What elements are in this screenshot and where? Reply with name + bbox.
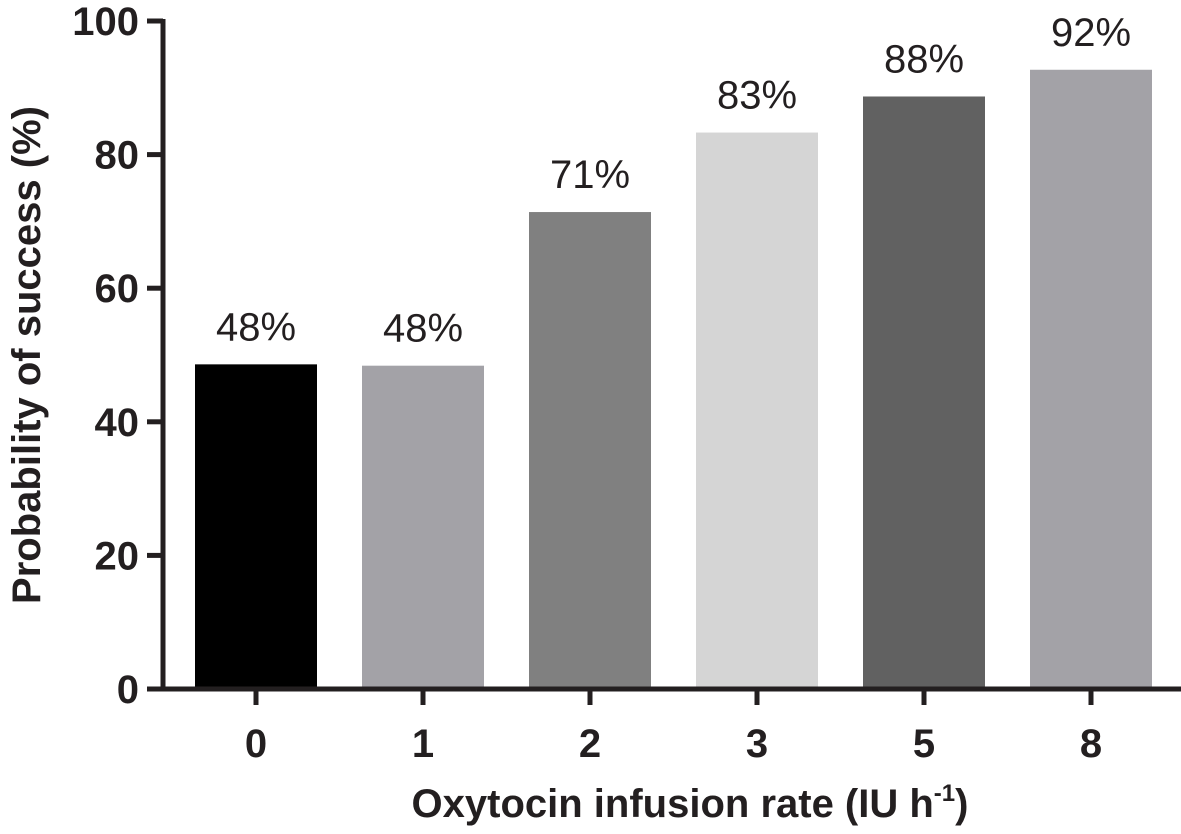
bar-3 bbox=[696, 132, 818, 689]
bar-1 bbox=[362, 365, 484, 689]
data-label-2: 71% bbox=[550, 153, 630, 197]
axes-group bbox=[160, 19, 1181, 692]
y-tick-label: 80 bbox=[95, 134, 140, 178]
y-tick-label: 60 bbox=[95, 267, 140, 311]
bars-group bbox=[195, 69, 1152, 690]
bar-0 bbox=[195, 364, 317, 689]
y-tick-label: 0 bbox=[117, 668, 139, 712]
bar-2 bbox=[529, 212, 651, 689]
data-label-0: 48% bbox=[216, 305, 296, 349]
x-ticks-group: 0 1 2 3 5 8 bbox=[245, 689, 1102, 766]
y-tick-label: 40 bbox=[95, 401, 140, 445]
bar-5 bbox=[863, 96, 985, 689]
y-tick-label: 20 bbox=[95, 534, 140, 578]
x-axis-title: Oxytocin infusion rate (IU h-1) bbox=[412, 780, 969, 826]
x-tick-label: 2 bbox=[579, 722, 601, 766]
x-tick-label: 5 bbox=[913, 722, 935, 766]
data-label-1: 48% bbox=[383, 307, 463, 351]
x-tick-label: 0 bbox=[245, 722, 267, 766]
data-label-3: 83% bbox=[717, 74, 797, 118]
x-axis-title-close: ) bbox=[955, 782, 968, 826]
data-label-8: 92% bbox=[1051, 11, 1131, 55]
y-axis-title: Probability of success (%) bbox=[5, 106, 49, 604]
y-tick-label: 100 bbox=[72, 0, 139, 44]
y-ticks-group: 0 20 40 60 80 100 bbox=[72, 0, 163, 712]
bar-8 bbox=[1030, 69, 1152, 690]
data-labels-group: 48% 48% 71% 83% 88% 92% bbox=[216, 11, 1131, 351]
x-tick-label: 3 bbox=[746, 722, 768, 766]
x-axis-title-sup: -1 bbox=[934, 780, 955, 807]
data-label-5: 88% bbox=[884, 37, 964, 81]
x-tick-label: 1 bbox=[412, 722, 434, 766]
x-tick-label: 8 bbox=[1080, 722, 1102, 766]
x-axis-title-main: Oxytocin infusion rate (IU h bbox=[412, 782, 934, 826]
